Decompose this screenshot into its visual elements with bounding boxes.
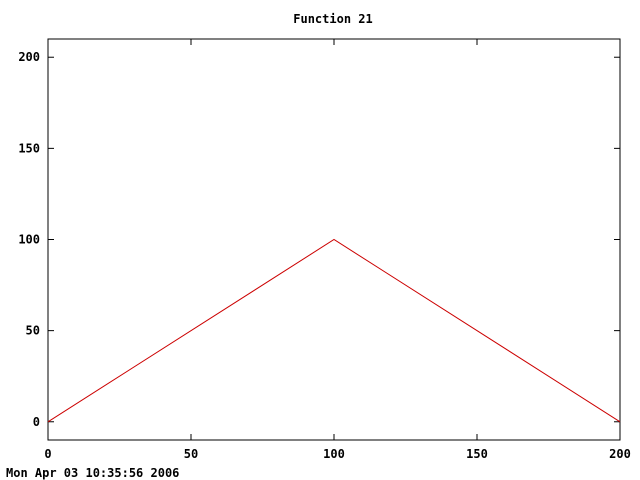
x-tick-label-0: 0 — [44, 447, 51, 461]
y-tick-label-4: 200 — [18, 50, 40, 64]
y-axis-ticks: 0 50 100 150 200 — [18, 50, 620, 429]
y-tick-label-1: 50 — [26, 324, 40, 338]
x-tick-label-4: 200 — [609, 447, 631, 461]
series-layer — [47, 238, 621, 423]
series-line-0 — [47, 238, 621, 423]
chart-title: Function 21 — [293, 12, 372, 26]
x-tick-label-1: 50 — [184, 447, 198, 461]
y-tick-label-2: 100 — [18, 233, 40, 247]
y-tick-label-0: 0 — [33, 415, 40, 429]
x-tick-label-3: 150 — [466, 447, 488, 461]
x-tick-label-2: 100 — [323, 447, 345, 461]
y-tick-label-3: 150 — [18, 141, 40, 155]
x-axis-ticks: 0 50 100 150 200 — [44, 39, 631, 461]
timestamp-label: Mon Apr 03 10:35:56 2006 — [6, 466, 179, 480]
